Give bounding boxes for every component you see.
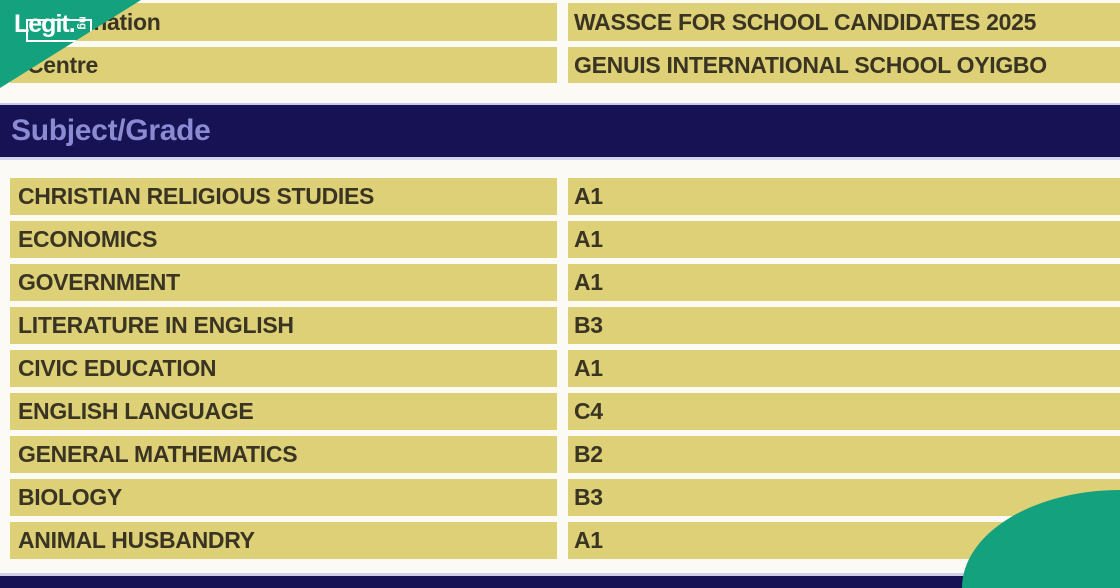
subject-grade-header: Subject/Grade [0,103,1120,160]
bottom-section-header-partial [0,573,1120,588]
results-table: CHRISTIAN RELIGIOUS STUDIES A1 ECONOMICS… [10,178,1120,565]
subject-grade: A1 [568,350,1120,387]
legit-logo-frame [26,19,92,42]
info-row-centre: Centre GENUIS INTERNATIONAL SCHOOL OYIGB… [10,47,1120,83]
subject-name: ECONOMICS [10,221,557,258]
result-row-animal-husbandry: ANIMAL HUSBANDRY A1 [10,522,1120,559]
subject-name: GENERAL MATHEMATICS [10,436,557,473]
subject-name: CHRISTIAN RELIGIOUS STUDIES [10,178,557,215]
subject-grade: B2 [568,436,1120,473]
legit-logo-ng-suffix: ng [76,16,89,30]
subject-grade: A1 [568,178,1120,215]
result-row-crs: CHRISTIAN RELIGIOUS STUDIES A1 [10,178,1120,215]
result-row-economics: ECONOMICS A1 [10,221,1120,258]
info-value-examination: WASSCE FOR SCHOOL CANDIDATES 2025 [568,3,1120,41]
subject-name: GOVERNMENT [10,264,557,301]
subject-name: BIOLOGY [10,479,557,516]
result-row-english: ENGLISH LANGUAGE C4 [10,393,1120,430]
result-row-literature: LITERATURE IN ENGLISH B3 [10,307,1120,344]
subject-name: ANIMAL HUSBANDRY [10,522,557,559]
info-value-centre: GENUIS INTERNATIONAL SCHOOL OYIGBO [568,47,1120,83]
result-row-government: GOVERNMENT A1 [10,264,1120,301]
info-label-centre: Centre [10,47,557,83]
result-row-mathematics: GENERAL MATHEMATICS B2 [10,436,1120,473]
subject-grade: A1 [568,264,1120,301]
subject-name: ENGLISH LANGUAGE [10,393,557,430]
subject-grade: B3 [568,307,1120,344]
info-row-examination: Examination WASSCE FOR SCHOOL CANDIDATES… [10,3,1120,41]
legit-logo: Legit. [14,10,76,38]
subject-name: LITERATURE IN ENGLISH [10,307,557,344]
subject-grade: A1 [568,221,1120,258]
subject-name: CIVIC EDUCATION [10,350,557,387]
result-row-biology: BIOLOGY B3 [10,479,1120,516]
subject-grade: C4 [568,393,1120,430]
result-row-civic: CIVIC EDUCATION A1 [10,350,1120,387]
